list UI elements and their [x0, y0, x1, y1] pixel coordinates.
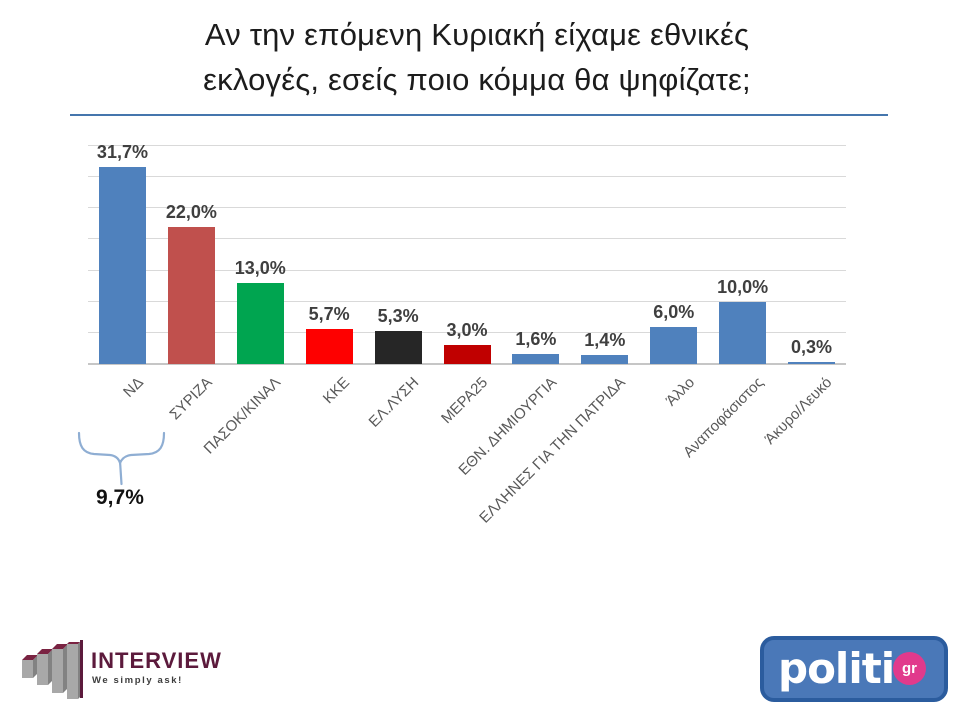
bar-value-label: 13,0%	[234, 258, 286, 279]
bar-Αναποφάσιστος	[719, 301, 767, 364]
x-tick-label: ΣΥΡΙΖΑ	[166, 374, 216, 424]
bar-value-label: 3,0%	[446, 320, 488, 341]
difference-label: 9,7%	[96, 486, 144, 509]
bar-chart-3d-icon	[22, 642, 80, 699]
bar-value-label: 22,0%	[165, 201, 217, 222]
bar-ΕΛ.ΛΥΣΗ	[374, 331, 422, 364]
x-tick-label: ΕΛ.ΛΥΣΗ	[365, 374, 423, 431]
bar-Άκυρο/Λευκό	[788, 362, 836, 364]
interview-tagline: We simply ask!	[92, 675, 183, 686]
gridline-25	[88, 207, 846, 209]
bar-value-label: 1,4%	[584, 330, 626, 351]
page-title: Αν την επόμενη Κυριακή είχαμε εθνικές εκ…	[0, 12, 954, 102]
interview-logo: INTERVIEW We simply ask!	[20, 636, 250, 702]
page-title-line2: εκλογές, εσείς ποιο κόμμα θα ψηφίζατε;	[203, 62, 751, 97]
bar-ΚΚΕ	[305, 328, 353, 364]
interview-brand-name: INTERVIEW	[91, 648, 222, 673]
bar-value-label: 6,0%	[653, 301, 695, 322]
x-tick-label: ΚΚΕ	[319, 374, 354, 408]
bar-ΝΔ	[98, 166, 146, 364]
x-tick-label: ΜΕΡΑ25	[437, 374, 492, 428]
title-divider	[70, 114, 888, 116]
bar-value-label: 31,7%	[96, 141, 148, 162]
x-tick-label: ΝΔ	[119, 374, 147, 401]
x-tick-label: ΕΛΛΗΝΕΣ ΓΙΑ ΤΗΝ ΠΑΤΡΙΔΑ	[476, 374, 629, 527]
bar-value-label: 5,3%	[377, 306, 419, 326]
bar-ΠΑΣΟΚ/ΚΙΝΑΛ	[236, 283, 284, 364]
bar-ΣΥΡΙΖΑ	[167, 226, 215, 364]
bar-value-label: 1,6%	[515, 329, 557, 350]
bar-value-label: 10,0%	[717, 276, 769, 297]
gridline-10	[88, 300, 846, 302]
bar-Άλλο	[650, 326, 698, 364]
x-tick-label: Άλλο	[662, 374, 698, 410]
page-title-line1: Αν την επόμενη Κυριακή είχαμε εθνικές	[204, 17, 750, 52]
logo-separator	[80, 640, 83, 698]
x-tick-label: Άκυρο/Λευκό	[761, 374, 836, 448]
bar-chart-plot-area: 31,7% 22,0% 13,0% 5,7% 5,3% 3,0% 1,6% 1,4% 6,0% 1…	[88, 142, 846, 365]
politic-gr-badge: gr	[893, 652, 926, 685]
bar-ΜΕΡΑ25	[443, 345, 491, 364]
politic-logo: politic gr	[760, 636, 948, 702]
bar-value-label: 5,7%	[308, 303, 350, 324]
gridline-5	[88, 331, 846, 333]
gridline-15	[88, 269, 846, 271]
bar-ΕΛΛΗΝΕΣ ΓΙΑ ΤΗΝ ΠΑΤΡΙΔΑ	[581, 355, 629, 364]
gridline-35	[88, 145, 846, 146]
bar-ΕΘΝ. ΔΗΜΙΟΥΡΓΙΑ	[512, 354, 560, 364]
gridline-20	[88, 238, 846, 240]
x-axis-line	[88, 363, 846, 365]
bar-value-label: 0,3%	[791, 337, 833, 357]
gridline-30	[88, 176, 846, 178]
